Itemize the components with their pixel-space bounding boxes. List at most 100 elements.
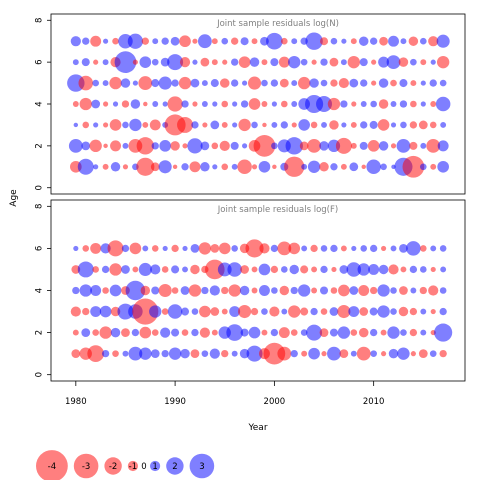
- residual-bubble: [92, 79, 99, 87]
- residual-bubble: [77, 261, 94, 278]
- residual-bubble: [238, 56, 251, 68]
- residual-bubble: [209, 348, 220, 359]
- x-tick-label: 1990: [164, 397, 186, 407]
- legend-label: 2: [172, 462, 177, 472]
- residual-bubble: [150, 264, 161, 275]
- residual-bubble: [387, 326, 400, 339]
- residual-bubble: [180, 286, 190, 295]
- legend-bubble: [36, 450, 68, 480]
- residual-bubble: [307, 138, 321, 153]
- residual-bubble: [430, 59, 436, 65]
- residual-bubble: [217, 262, 232, 277]
- residual-bubble: [369, 307, 378, 316]
- residual-bubble: [158, 76, 172, 90]
- legend-label: 0: [141, 462, 146, 472]
- legend-label: -3: [82, 462, 90, 472]
- residual-bubble: [177, 116, 194, 133]
- residual-bubble: [386, 55, 401, 70]
- residual-bubble: [390, 143, 397, 149]
- residual-bubble: [297, 284, 311, 297]
- residual-bubble: [319, 162, 329, 172]
- residual-bubble: [300, 329, 308, 336]
- residual-bubble: [428, 36, 439, 47]
- residual-bubble: [72, 286, 80, 295]
- residual-bubble: [357, 263, 370, 276]
- residual-bubble: [237, 159, 252, 175]
- residual-bubble: [368, 263, 380, 275]
- residual-bubble: [222, 59, 228, 65]
- residual-bubble: [202, 122, 208, 128]
- residual-bubble: [300, 265, 309, 274]
- residual-bubble: [420, 245, 427, 252]
- residual-bubble: [270, 58, 279, 67]
- y-tick-label: 0: [35, 372, 45, 377]
- residual-bubble: [103, 143, 108, 149]
- residual-bubble: [226, 324, 244, 341]
- residual-bubble: [410, 58, 417, 66]
- residual-bubble: [429, 79, 437, 87]
- residual-bubble: [221, 308, 228, 315]
- residual-bubble: [278, 327, 290, 339]
- residual-bubble: [81, 328, 91, 337]
- y-tick-label: 0: [35, 185, 45, 190]
- residual-bubble: [430, 101, 437, 107]
- residual-bubble: [360, 101, 367, 107]
- residual-bubble: [388, 348, 399, 359]
- residual-bubble: [420, 308, 427, 315]
- residual-bubble: [400, 38, 407, 45]
- residual-bubble: [181, 329, 189, 336]
- x-tick-label: 1980: [65, 397, 87, 407]
- residual-bubble: [420, 142, 427, 149]
- residual-bubble: [360, 79, 368, 87]
- residual-bubble: [351, 101, 357, 107]
- residual-bubble: [192, 101, 198, 107]
- residual-bubble: [281, 266, 288, 273]
- residual-bubble: [279, 285, 290, 296]
- residual-bubble: [231, 79, 239, 87]
- residual-bubble: [192, 38, 198, 44]
- residual-bubble: [409, 328, 418, 337]
- residual-bubble: [181, 163, 189, 171]
- residual-bubble: [136, 157, 155, 176]
- residual-bubble: [379, 36, 388, 46]
- residual-bubble: [181, 307, 190, 316]
- residual-bubble: [409, 265, 418, 274]
- residual-bubble: [388, 35, 399, 47]
- y-tick-label: 4: [35, 288, 45, 293]
- residual-bubble: [390, 101, 397, 107]
- residual-bubble: [346, 262, 362, 277]
- residual-bubble: [281, 100, 288, 108]
- residual-bubble: [426, 138, 441, 153]
- residual-bubble: [327, 346, 341, 361]
- residual-bubble: [219, 140, 230, 151]
- residual-bubble: [151, 142, 159, 150]
- residual-bubble: [258, 263, 271, 276]
- residual-bubble: [79, 97, 92, 111]
- residual-bubble: [270, 265, 279, 274]
- residual-bubble: [340, 245, 347, 252]
- residual-bubble: [72, 329, 79, 336]
- residual-bubble: [390, 308, 397, 315]
- residual-bubble: [420, 37, 427, 45]
- residual-bubble: [220, 78, 230, 88]
- residual-bubble: [211, 329, 218, 336]
- residual-bubble: [82, 307, 90, 316]
- residual-bubble: [269, 306, 280, 317]
- residual-bubble: [329, 328, 338, 337]
- residual-bubble: [72, 101, 79, 107]
- residual-bubble: [277, 241, 292, 256]
- residual-bubble: [129, 242, 142, 255]
- residual-bubble: [245, 239, 264, 258]
- residual-bubble: [82, 37, 90, 45]
- residual-bubble: [390, 122, 397, 128]
- residual-bubble: [178, 76, 192, 90]
- residual-bubble: [430, 163, 437, 170]
- residual-bubble: [221, 37, 229, 45]
- residual-bubble: [122, 164, 129, 170]
- residual-bubble: [200, 141, 210, 151]
- residual-bubble: [200, 162, 210, 172]
- residual-bubble: [310, 307, 318, 316]
- residual-bubble: [211, 142, 219, 150]
- residual-bubble: [298, 119, 310, 131]
- residual-bubble: [210, 244, 220, 253]
